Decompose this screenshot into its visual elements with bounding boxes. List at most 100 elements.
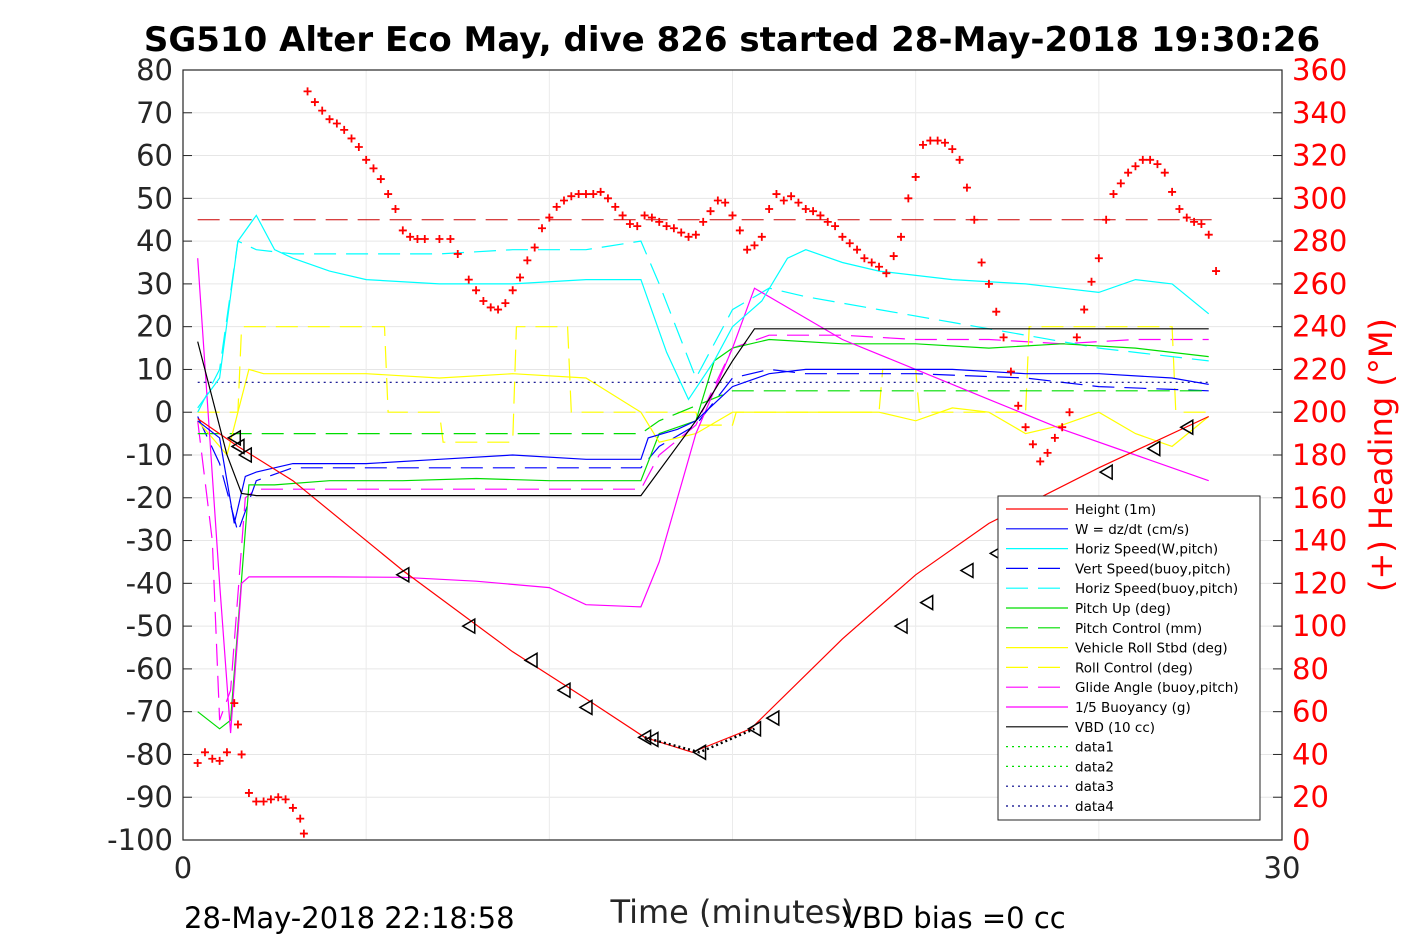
heading-point [1021,423,1030,432]
heading-point [757,232,766,241]
x-tick-label: 0 [174,851,192,885]
heading-point [647,213,656,222]
heading-point [1094,254,1103,263]
heading-point [369,164,378,173]
heading-point [347,134,356,143]
heading-point [310,98,319,107]
heading-point [1204,230,1213,239]
heading-point [911,172,920,181]
heading-point [640,211,649,220]
series-line-9 [197,334,1209,721]
left-tick-label: -60 [126,652,173,686]
triangle-marker [1146,440,1161,457]
heading-point [516,273,525,282]
heading-point [420,234,429,243]
heading-point [1087,277,1096,286]
left-tick-label: -10 [126,438,173,472]
heading-point [625,220,634,228]
legend-label: data2 [1075,759,1114,775]
left-tick-label: 0 [155,395,173,429]
left-axis-ticks: 80 70 60 50 40 30 20 10 0 -10 -20 -30 -40 -50 -60 -70 -8… [107,53,192,857]
right-tick-label: 340 [1292,96,1347,130]
left-tick-label: 60 [136,139,173,173]
heading-point [669,224,678,233]
heading-point [772,190,781,199]
left-tick-label: 80 [136,53,173,87]
heading-point [391,205,400,214]
heading-point [472,286,481,295]
heading-point [787,192,796,201]
legend-label: data1 [1075,740,1114,756]
heading-point [237,750,246,759]
left-tick-label: -50 [126,609,173,643]
right-tick-label: 100 [1292,609,1347,643]
x-axis-label: Time (minutes) [610,893,854,931]
series-layer [197,214,1217,753]
series-line-4 [197,240,1209,413]
legend-label: Horiz Speed(W,pitch) [1075,542,1218,558]
heading-point [691,230,700,239]
heading-point [494,305,503,314]
heading-point [684,232,693,241]
heading-point [918,140,927,149]
legend-label: Vert Speed(buoy,pitch) [1075,561,1231,577]
footer-timestamp: 28-May-2018 22:18:58 [184,901,515,935]
heading-point [567,192,576,201]
heading-point [603,194,612,203]
heading-point [244,788,253,797]
heading-point [1050,433,1059,442]
right-tick-label: 60 [1292,695,1329,729]
heading-point [655,217,664,226]
right-tick-label: 240 [1292,310,1347,344]
triangle-marker [765,709,780,727]
heading-point [633,222,642,231]
heading-point [376,175,385,184]
heading-point [706,207,715,216]
heading-point [1006,367,1015,376]
triangle-marker [461,617,476,635]
heading-point [970,215,979,224]
legend-label: W = dz/dt (cm/s) [1075,522,1189,538]
heading-point [1190,217,1199,226]
heading-point [538,224,547,233]
triangle-marker [692,744,707,761]
heading-point [713,196,722,205]
left-tick-label: 50 [136,181,173,215]
heading-point [523,256,532,265]
heading-point [1102,215,1111,224]
heading-point [274,793,283,802]
legend-label: Horiz Speed(buoy,pitch) [1075,581,1238,597]
legend-label: data3 [1075,779,1114,795]
heading-point [1109,190,1118,199]
heading-point [1168,187,1177,196]
left-tick-label: 70 [136,96,173,130]
heading-point [208,754,217,763]
legend-label: Pitch Control (mm) [1075,621,1202,637]
heading-point [406,232,415,241]
heading-point [794,198,803,207]
heading-point [1212,267,1221,276]
heading-point [464,275,473,284]
heading-point [611,202,620,211]
heading-point [1124,168,1133,177]
heading-point [398,226,407,235]
heading-point [926,136,935,145]
right-tick-label: 260 [1292,267,1347,301]
heading-point [779,196,788,205]
legend-label: Pitch Up (deg) [1075,601,1171,617]
heading-point [984,279,993,288]
left-tick-label: -70 [126,695,173,729]
triangle-marker [1179,418,1194,436]
heading-point [860,254,869,263]
right-tick-label: 180 [1292,438,1347,472]
left-tick-label: 40 [136,224,173,258]
heading-point [215,756,224,765]
heading-point [332,119,341,128]
heading-point [955,155,964,164]
heading-point [845,239,854,248]
left-tick-label: 10 [136,352,173,386]
heading-point [340,125,349,134]
heading-point [508,286,517,295]
heading-points [193,87,1221,838]
right-tick-label: 280 [1292,224,1347,258]
